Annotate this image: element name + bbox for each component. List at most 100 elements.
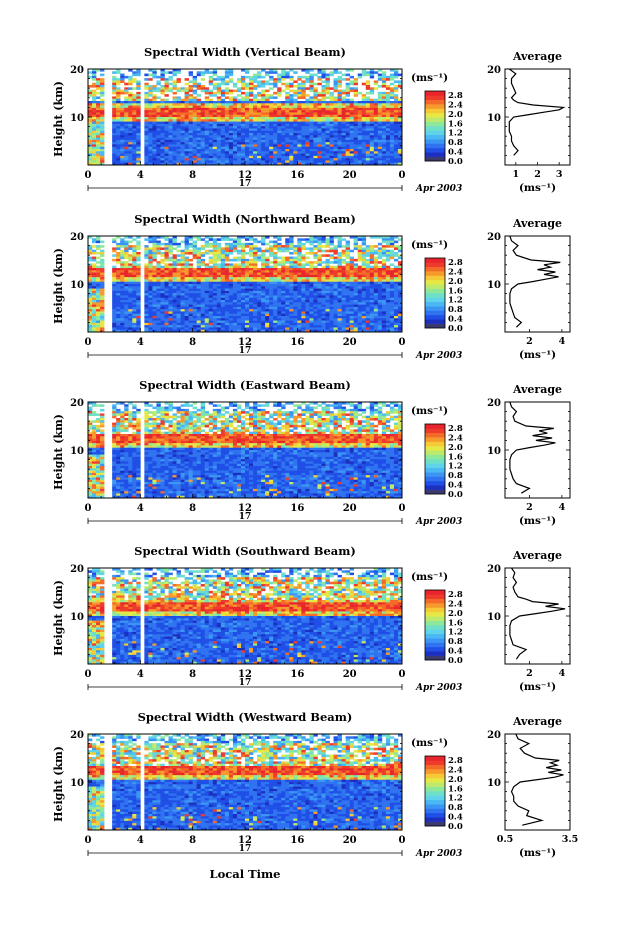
heatmap-cell [120, 89, 125, 93]
heatmap-cell [184, 249, 189, 253]
heatmap-cell [112, 91, 117, 95]
heatmap-cell [309, 139, 314, 143]
heatmap-cell [224, 322, 230, 326]
heatmap-cell [321, 96, 326, 100]
heatmap-cell [96, 261, 101, 264]
heatmap-cell [261, 258, 266, 262]
heatmap-cell [88, 329, 93, 333]
heatmap-cell [208, 270, 214, 273]
heatmap-cell [220, 304, 226, 308]
heatmap-cell [349, 158, 354, 161]
heatmap-cell [216, 123, 222, 127]
heatmap-cell [184, 290, 189, 294]
heatmap-cell [317, 160, 322, 164]
heatmap-cell [245, 130, 250, 134]
heatmap-cell [325, 146, 330, 150]
heatmap-cell [285, 304, 290, 308]
heatmap-cell [389, 128, 395, 132]
heatmap-cell [317, 117, 322, 120]
heatmap-cell [293, 263, 298, 267]
heatmap-cell [168, 114, 173, 118]
heatmap-cell [200, 71, 206, 74]
heatmap-cell [261, 302, 266, 305]
heatmap-cell [92, 162, 97, 166]
heatmap-cell [112, 160, 117, 164]
heatmap-cell [369, 107, 375, 111]
heatmap-cell [152, 311, 157, 315]
heatmap-cell [305, 263, 310, 267]
heatmap-cell [176, 329, 181, 333]
heatmap-cell [349, 151, 354, 154]
heatmap-cell [92, 89, 97, 93]
heatmap-cell [269, 240, 274, 244]
heatmap-cell [329, 119, 334, 122]
heatmap-cell [333, 130, 338, 134]
heatmap-cell [281, 82, 286, 86]
heatmap-cell [381, 155, 387, 159]
heatmap-cell [132, 300, 137, 303]
heatmap-cell [216, 126, 222, 129]
heatmap-cell [208, 130, 214, 134]
heatmap-cell [321, 146, 326, 150]
heatmap-cell [116, 272, 121, 276]
heatmap-cell [240, 123, 246, 127]
heatmap-cell [220, 160, 226, 164]
heatmap-cell [196, 101, 202, 104]
heatmap-cell [341, 135, 346, 138]
heatmap-cell [132, 268, 137, 271]
heatmap-cell [192, 110, 197, 113]
heatmap-cell [224, 281, 230, 285]
heatmap-cell [92, 94, 97, 97]
heatmap-cell [240, 245, 246, 248]
heatmap-cell [249, 101, 254, 104]
heatmap-cell [216, 313, 222, 317]
heatmap-cell [120, 309, 125, 312]
heatmap-cell [317, 69, 322, 72]
heatmap-cell [184, 311, 189, 315]
heatmap-cell [180, 325, 185, 328]
heatmap-cell [196, 261, 202, 264]
heatmap-cell [192, 316, 197, 319]
heatmap-cell [313, 91, 318, 95]
heatmap-cell [184, 94, 189, 97]
heatmap-cell [164, 112, 169, 116]
heatmap-cell [224, 69, 230, 72]
heatmap-cell [309, 313, 314, 317]
heatmap-cell [389, 112, 395, 116]
heatmap-cell [196, 329, 202, 333]
heatmap-cell [236, 329, 242, 333]
heatmap-cell [148, 329, 153, 333]
heatmap-cell [164, 325, 169, 328]
heatmap-cell [281, 258, 286, 262]
heatmap-cell [88, 133, 93, 136]
heatmap-cell [277, 261, 282, 264]
heatmap-cell [253, 162, 258, 166]
heatmap-cell [92, 158, 97, 161]
heatmap-cell [212, 133, 218, 136]
heatmap-cell [249, 238, 254, 241]
heatmap-cell [92, 91, 97, 95]
heatmap-cell [301, 137, 306, 141]
heatmap-cell [224, 139, 230, 143]
heatmap-cell [88, 288, 93, 292]
heatmap-cell [293, 158, 298, 161]
heatmap-cell [253, 160, 258, 164]
heatmap-cell [180, 155, 185, 159]
heatmap-cell [293, 300, 298, 303]
heatmap-cell [249, 117, 254, 120]
heatmap-cell [385, 160, 391, 164]
heatmap-cell [128, 121, 133, 125]
heatmap-cell [377, 103, 383, 106]
heatmap-cell [301, 318, 306, 321]
heatmap-cell [277, 130, 282, 134]
heatmap-cell [200, 151, 206, 154]
heatmap-cell [164, 236, 169, 239]
heatmap-cell [341, 137, 346, 141]
heatmap-cell [156, 288, 161, 292]
heatmap-cell [236, 306, 242, 310]
heatmap-cell [160, 300, 165, 303]
heatmap-cell [220, 123, 226, 127]
heatmap-cell [132, 297, 137, 301]
heatmap-cell [208, 272, 214, 276]
heatmap-cell [124, 274, 129, 278]
